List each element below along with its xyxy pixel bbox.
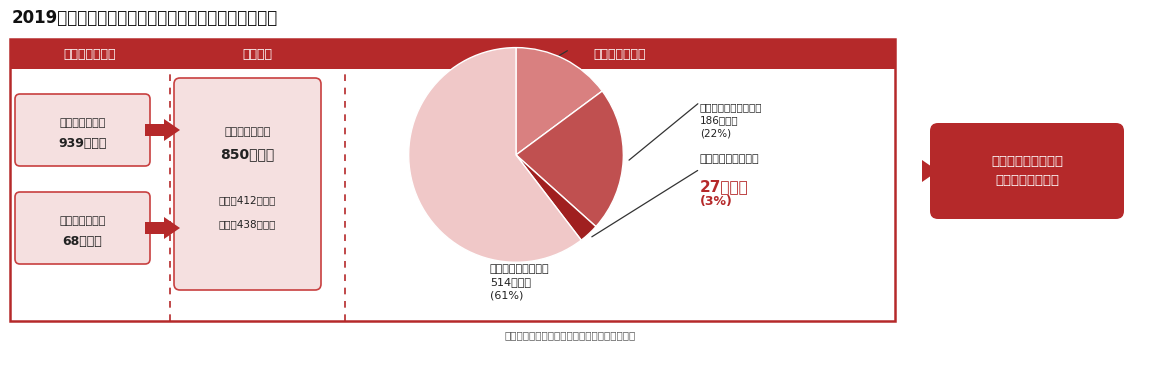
Text: 850万トン: 850万トン [221,147,275,161]
Text: (3%): (3%) [700,195,733,208]
Text: 国内樹脂消費量: 国内樹脂消費量 [60,117,106,128]
Polygon shape [922,160,938,182]
Text: 処理・処分段階: 処理・処分段階 [593,47,646,61]
FancyBboxPatch shape [145,222,164,234]
Text: 排出段階: 排出段階 [243,47,273,61]
Text: 68万トン: 68万トン [62,235,102,248]
Text: 2019年度のプラスチックマテリアルフロー図（抜粋）: 2019年度のプラスチックマテリアルフロー図（抜粋） [12,9,278,27]
FancyBboxPatch shape [170,39,345,69]
Text: 27万トン: 27万トン [700,179,749,194]
FancyBboxPatch shape [10,39,895,321]
FancyBboxPatch shape [145,124,164,136]
FancyBboxPatch shape [345,39,895,69]
Polygon shape [164,217,181,239]
Wedge shape [516,155,596,240]
Text: 未利用
125万トン
(15%): 未利用 125万トン (15%) [455,106,493,143]
Text: マテリアルリサイクル
186万トン
(22%): マテリアルリサイクル 186万トン (22%) [700,102,762,138]
Text: 生産加工ロス量: 生産加工ロス量 [60,216,106,226]
Text: ケミカルリサイクル: ケミカルリサイクル [700,154,760,164]
Text: （引用：プラスチック循環利用協会資料から）: （引用：プラスチック循環利用協会資料から） [505,330,636,340]
Text: サーマルリサイクル
514万トン
(61%): サーマルリサイクル 514万トン (61%) [490,264,550,301]
Polygon shape [164,119,181,141]
Text: 生産・利用段階: 生産・利用段階 [63,47,116,61]
FancyBboxPatch shape [174,78,321,290]
FancyBboxPatch shape [15,192,150,264]
Wedge shape [516,91,623,227]
Text: 廃プラ総排出量: 廃プラ総排出量 [224,127,270,137]
Text: ケミカルリサイクル
の拡充が重要課題: ケミカルリサイクル の拡充が重要課題 [991,155,1063,187]
Text: 一般系412万トン: 一般系412万トン [218,195,276,205]
Wedge shape [408,48,581,262]
FancyBboxPatch shape [15,94,150,166]
FancyBboxPatch shape [930,123,1124,219]
Wedge shape [516,48,603,155]
Text: 産業系438万トン: 産業系438万トン [218,219,276,229]
FancyBboxPatch shape [10,39,170,69]
Text: 939万トン: 939万トン [59,137,107,150]
